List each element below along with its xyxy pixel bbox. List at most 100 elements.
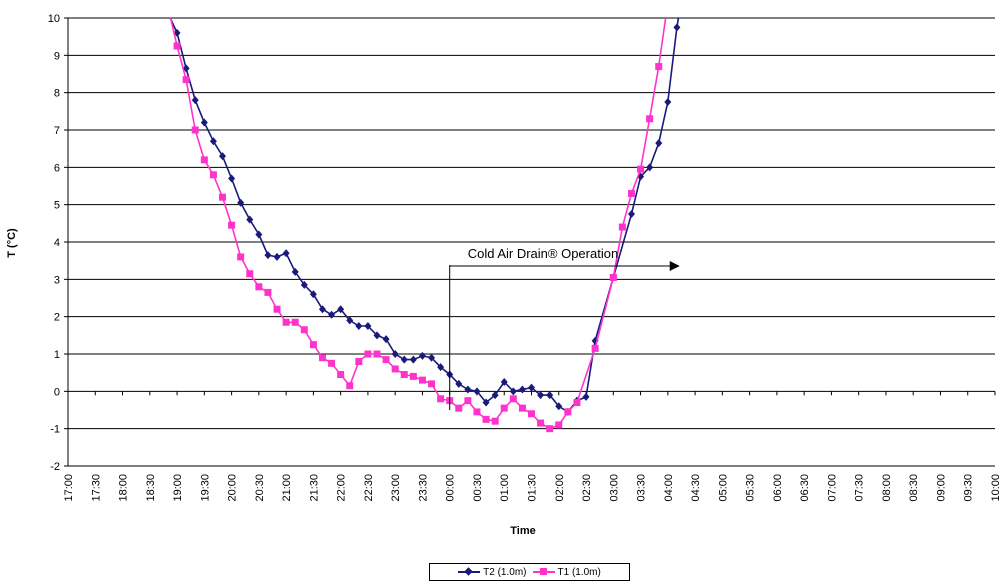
- data-point: [191, 96, 199, 105]
- data-point: [300, 280, 308, 289]
- gridlines: [64, 17, 996, 467]
- data-point: [328, 359, 336, 367]
- data-point: [364, 350, 372, 358]
- data-point: [300, 326, 308, 334]
- x-tick-label: 00:00: [445, 474, 457, 502]
- data-point: [273, 252, 281, 261]
- x-tick-label: 23:30: [417, 474, 429, 502]
- x-tick-label: 01:00: [499, 474, 511, 502]
- data-point: [373, 350, 381, 358]
- data-point: [328, 310, 336, 319]
- data-point: [246, 270, 254, 278]
- data-point: [200, 156, 208, 164]
- data-point: [246, 215, 254, 224]
- data-point: [455, 404, 463, 412]
- data-point: [473, 387, 481, 396]
- data-point: [591, 344, 599, 352]
- data-point: [482, 398, 490, 407]
- x-tick-label: 02:00: [554, 474, 566, 502]
- data-point: [382, 356, 390, 364]
- data-point: [655, 63, 663, 71]
- data-point: [291, 267, 299, 276]
- data-point: [509, 387, 517, 396]
- data-point: [582, 392, 590, 401]
- data-point: [400, 371, 408, 379]
- square-marker-icon: [539, 568, 547, 575]
- data-point: [518, 385, 526, 394]
- data-point: [573, 399, 581, 407]
- x-tick-labels: 17:00 17:30 18:00 18:30 19:00 19:30 20:00 20:30…: [63, 474, 1000, 502]
- data-point: [627, 210, 635, 218]
- data-point: [237, 253, 245, 261]
- x-tick-label: 18:30: [145, 474, 157, 502]
- data-point: [173, 42, 181, 50]
- data-point: [318, 305, 326, 314]
- data-point: [191, 126, 199, 134]
- data-point: [418, 351, 426, 360]
- data-point: [555, 402, 563, 411]
- data-point: [528, 410, 535, 418]
- data-point: [618, 223, 626, 231]
- data-point: [219, 193, 226, 201]
- data-point: [382, 335, 390, 344]
- data-point: [564, 408, 572, 416]
- data-point: [282, 318, 290, 326]
- y-tick-label: -1: [50, 424, 60, 436]
- x-tick-label: 08:30: [908, 474, 920, 502]
- data-point: [518, 404, 526, 412]
- data-point: [637, 165, 645, 173]
- legend-item-t1: T1 (1.0m): [532, 566, 601, 578]
- data-point: [200, 118, 208, 127]
- data-point: [491, 417, 499, 425]
- data-point: [646, 163, 654, 172]
- series-t1: [169, 18, 667, 433]
- x-tick-label: 04:00: [663, 474, 675, 502]
- data-point: [346, 316, 354, 325]
- legend-label-t1: T1 (1.0m): [557, 566, 601, 578]
- data-point: [428, 380, 436, 388]
- x-tick-label: 09:00: [935, 474, 947, 502]
- data-point: [673, 23, 681, 32]
- data-point: [391, 350, 399, 358]
- data-point: [209, 171, 217, 179]
- data-point: [219, 152, 226, 161]
- data-point: [364, 322, 372, 330]
- legend-key-t2: [458, 567, 481, 577]
- data-point: [455, 379, 463, 388]
- x-tick-label: 18:00: [118, 474, 130, 502]
- data-point: [373, 331, 381, 340]
- data-point: [237, 198, 245, 207]
- temperature-chart: -2 -1 0 1 2 3 4 5 6 7 8 9 10 17:00 17:30 18:00 18:30 19:…: [6, 13, 1000, 537]
- data-point: [391, 365, 399, 373]
- x-tick-label: 17:30: [90, 474, 102, 502]
- data-point: [546, 425, 554, 433]
- legend-key-t1: [532, 567, 555, 577]
- data-point: [273, 305, 281, 313]
- series-group: [169, 18, 681, 433]
- data-point: [400, 355, 408, 364]
- x-tick-label: 06:30: [799, 474, 811, 502]
- x-tick-label: 05:00: [717, 474, 729, 502]
- legend-item-t2: T2 (1.0m): [458, 566, 527, 578]
- x-tick-label: 04:30: [690, 474, 702, 502]
- x-tick-label: 05:30: [745, 474, 757, 502]
- data-point: [464, 385, 472, 394]
- legend-label-t2: T2 (1.0m): [483, 566, 527, 578]
- y-tick-label: 3: [54, 274, 60, 286]
- x-tick-label: 19:30: [199, 474, 211, 502]
- y-tick-label: 4: [54, 237, 60, 249]
- y-tick-label: 10: [48, 13, 60, 25]
- annotation-group: Cold Air Drain® Operation: [449, 246, 680, 410]
- data-point: [355, 322, 363, 330]
- annotation-text: Cold Air Drain® Operation: [468, 246, 618, 261]
- data-point: [182, 76, 190, 84]
- x-tick-label: 02:30: [581, 474, 593, 502]
- series-line: [169, 18, 667, 430]
- data-point: [282, 249, 290, 258]
- data-point: [655, 139, 663, 148]
- y-tick-label: 9: [54, 50, 60, 62]
- data-point: [482, 415, 490, 423]
- data-point: [664, 98, 672, 106]
- x-tick-label: 07:30: [854, 474, 866, 502]
- legend: T2 (1.0m) T1 (1.0m): [429, 563, 630, 581]
